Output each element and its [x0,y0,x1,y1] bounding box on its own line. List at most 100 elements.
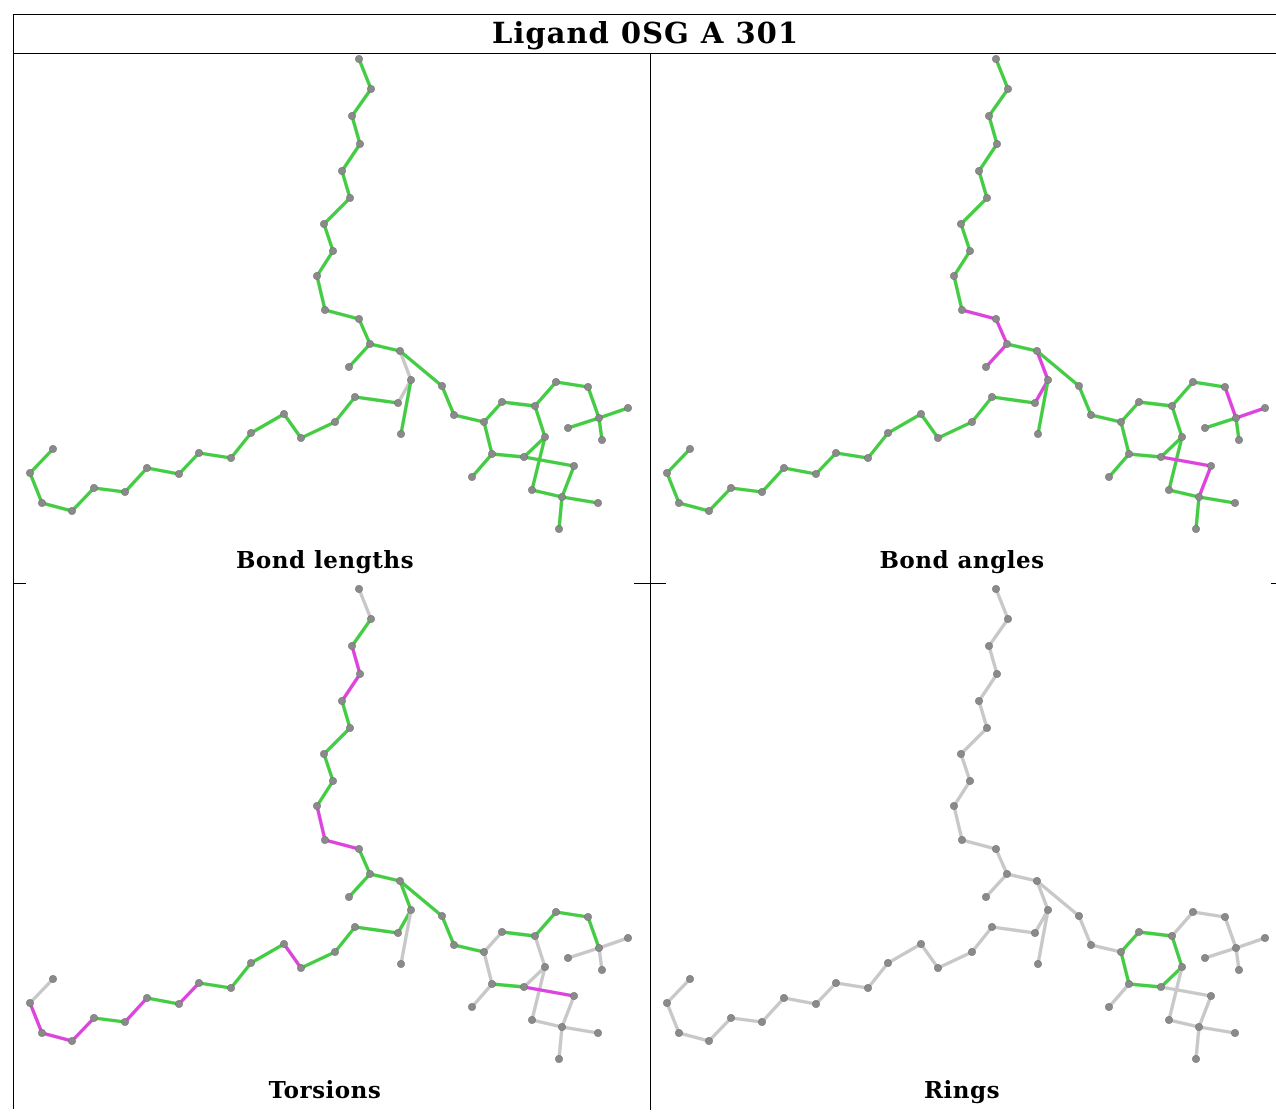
atom-16 [1117,948,1125,956]
atom-10 [355,845,363,853]
bond-46 [782,996,818,1006]
panel-caption: Bond angles [879,547,1045,574]
atom-11 [366,340,374,348]
atom-32 [1165,1016,1173,1024]
bond-10 [357,847,372,876]
bond-4 [977,169,989,200]
atom-41 [247,959,255,967]
bond-4 [340,169,352,200]
bond-40 [936,950,974,970]
bond-13 [1035,349,1050,382]
bond-18 [1089,943,1123,954]
bond-22 [522,435,547,459]
atom-0 [992,55,1000,63]
bond-35 [1194,1025,1201,1061]
atom-24 [595,414,603,422]
bond-10 [994,847,1009,876]
atom-29 [1195,493,1203,501]
atom-50 [26,469,34,477]
atom-46 [121,488,129,496]
bond-36 [1167,488,1201,499]
atom-22 [552,378,560,386]
atom-47 [90,1014,98,1022]
atom-33 [1105,473,1113,481]
atom-46 [121,1018,129,1026]
atom-13 [407,906,415,914]
bond-37 [470,982,494,1009]
atom-51 [686,445,694,453]
atom-36 [397,960,405,968]
atom-17 [1135,398,1143,406]
bond-38 [353,395,400,405]
atom-37 [988,393,996,401]
row-divider-mid-tick [634,583,666,584]
atom-41 [884,429,892,437]
atom-19 [1178,963,1186,971]
atom-15 [450,941,458,949]
atom-24 [1232,414,1240,422]
bond-38 [990,925,1037,935]
atom-6 [957,220,965,228]
bond-31 [530,965,547,1022]
bond-26 [1191,910,1227,919]
bond-0 [994,57,1010,91]
bond-49 [70,1016,96,1043]
bond-48 [92,486,127,494]
atom-42 [227,984,235,992]
atom-12 [1033,877,1041,885]
atom-26 [1235,436,1243,444]
atom-28 [570,462,578,470]
atom-35 [1031,399,1039,407]
atom-7 [966,777,974,785]
atom-9 [321,306,329,314]
panel-caption: Bond lengths [235,547,415,574]
bond-46 [145,996,181,1006]
bond-18 [1089,413,1123,424]
atom-16 [480,418,488,426]
atom-34 [345,893,353,901]
bond-40 [299,420,337,440]
atom-41 [884,959,892,967]
bond-50 [677,501,711,513]
bond-6 [322,752,335,783]
bond-11 [368,342,402,353]
bond-2 [350,114,362,146]
panel-rings: Rings [651,584,1276,1114]
atom-26 [598,966,606,974]
bond-34 [560,1025,600,1035]
bond-10 [357,317,372,346]
atom-38 [968,418,976,426]
atom-39 [297,964,305,972]
atom-4 [338,167,346,175]
atom-21 [1125,980,1133,988]
bond-45 [814,981,838,1006]
panel-torsions: Torsions [14,584,650,1114]
bond-44 [197,451,233,460]
atom-0 [992,585,1000,593]
atom-34 [982,893,990,901]
atom-11 [1003,870,1011,878]
atom-48 [68,507,76,515]
atom-9 [958,836,966,844]
atom-17 [1135,928,1143,936]
bond-46 [782,466,818,476]
atom-40 [917,940,925,948]
bond-17 [440,914,456,947]
bond-42 [886,412,923,435]
bond-7 [315,249,335,278]
atom-11 [366,870,374,878]
title-row: Ligand 0SG A 301 [14,15,1276,54]
atom-31 [555,525,563,533]
bond-9 [323,838,361,851]
atom-10 [355,315,363,323]
bond-47 [760,996,786,1024]
atom-18 [1168,932,1176,940]
atom-33 [468,473,476,481]
bond-37 [1107,452,1131,479]
bond-37 [470,452,494,479]
atom-50 [663,999,671,1007]
bond-43 [866,961,890,990]
atom-44 [812,1000,820,1008]
atom-8 [313,272,321,280]
atom-5 [983,194,991,202]
